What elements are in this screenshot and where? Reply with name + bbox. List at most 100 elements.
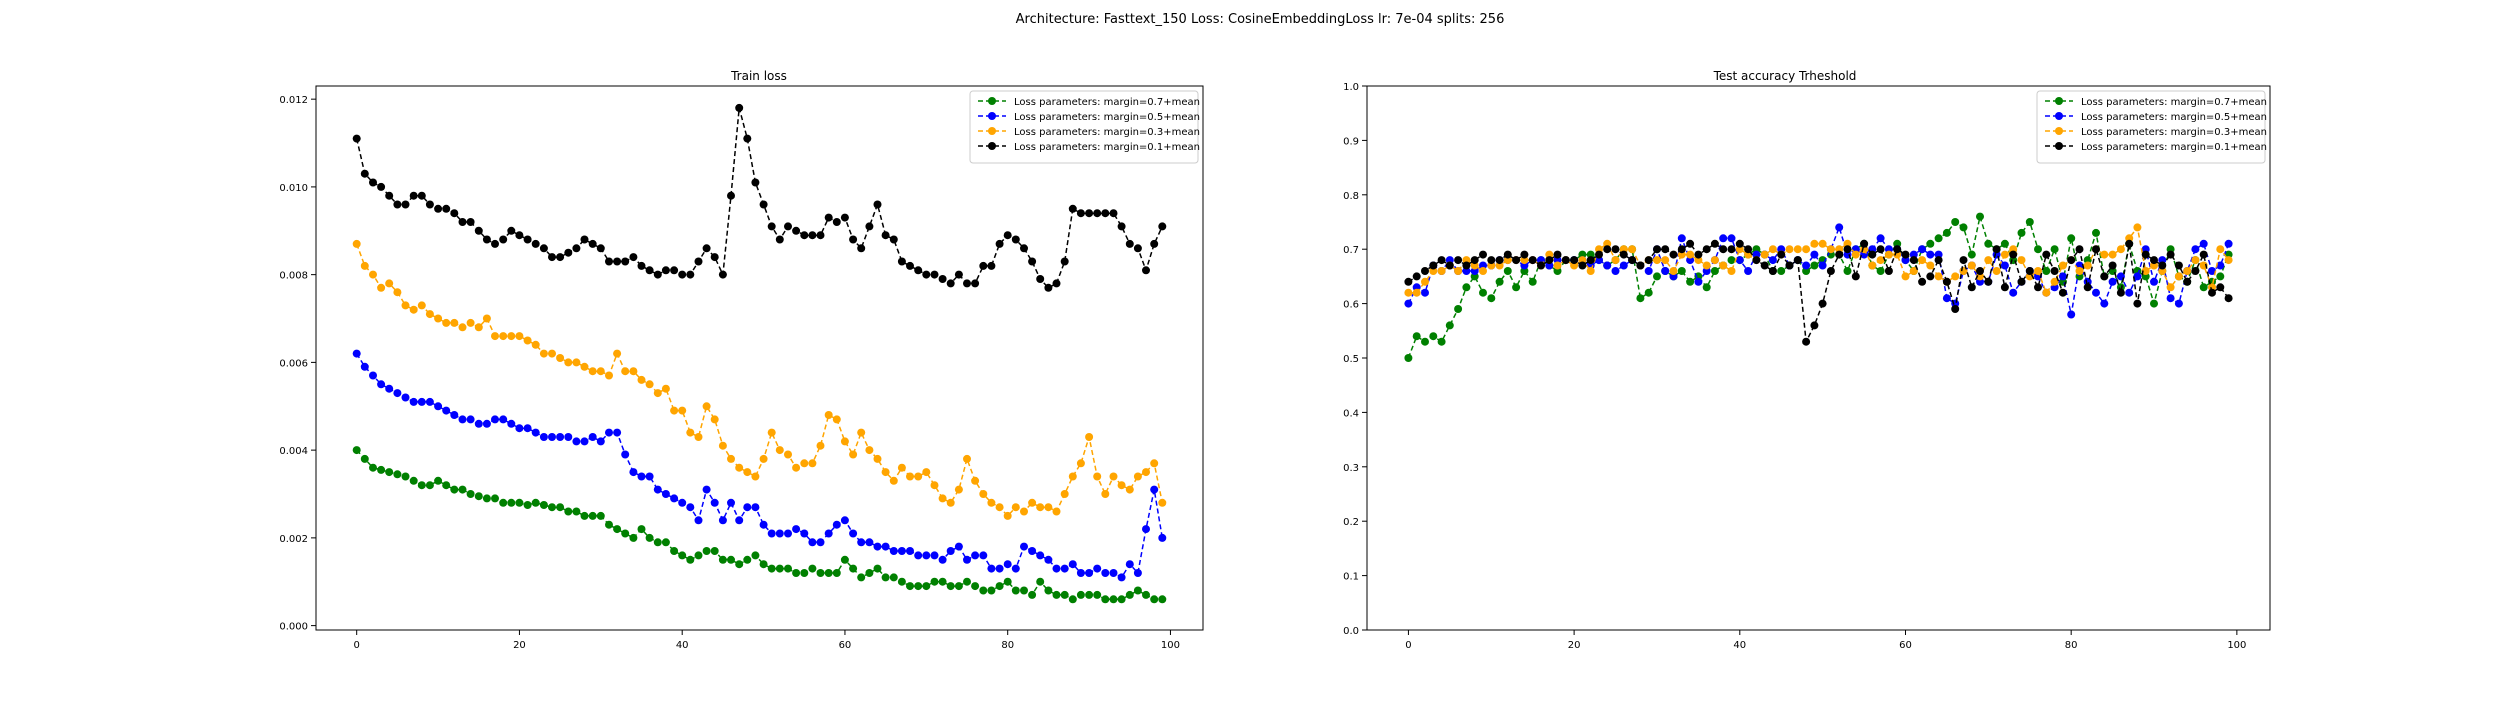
data-point [865,538,874,547]
data-point [1068,595,1077,604]
data-point [759,520,768,529]
data-point [1142,525,1150,534]
data-point [1028,257,1037,266]
y-tick-label: 0.002 [279,534,308,545]
data-point [1068,204,1077,213]
data-point [751,178,760,187]
data-point [466,318,475,327]
data-point [596,437,605,446]
data-point [1003,560,1012,569]
data-point [564,507,573,516]
data-point [832,218,841,226]
data-point [572,507,581,516]
data-point [1085,569,1094,577]
data-point [889,573,898,582]
data-point [360,454,369,463]
data-point [995,239,1004,248]
data-point [1133,244,1142,253]
data-point [718,516,727,525]
data-point [613,525,622,534]
data-point [800,459,809,468]
x-tick-label: 80 [1001,640,1014,651]
data-point [482,419,491,428]
data-point [1093,472,1102,481]
data-point [1036,503,1045,512]
data-point [1109,472,1118,481]
data-point [1085,590,1094,599]
chart-title: Train loss [730,69,787,83]
data-point [824,569,833,577]
data-point [442,406,451,415]
data-point [702,485,711,494]
data-point [1044,555,1053,564]
data-point [686,503,695,512]
data-point [1125,239,1134,248]
data-point [889,476,898,485]
data-point [987,498,996,507]
data-point [922,468,931,477]
data-point [1076,569,1085,577]
data-point [751,551,760,560]
y-tick-label: 0.006 [279,358,308,369]
legend: Loss parameters: margin=0.7+mean Loss par… [969,90,1200,164]
data-point [482,314,491,323]
y-tick-label: 0.004 [279,446,308,457]
data-point [499,235,508,244]
data-point [1150,239,1159,248]
data-point [751,472,760,481]
y-tick-label: 0.000 [279,622,308,633]
data-point [499,415,508,424]
data-point [523,336,532,345]
data-point [987,261,996,270]
data-point [759,200,768,209]
data-point [434,476,443,485]
data-point [605,371,613,380]
data-point [954,582,963,591]
data-point [458,323,467,332]
data-point [1068,560,1077,569]
data-point [531,498,540,507]
data-point [1076,459,1085,468]
data-point [385,191,394,200]
data-point [922,582,931,591]
data-point [824,529,833,538]
data-point [629,253,638,262]
data-point [629,533,638,542]
data-point [425,397,434,406]
data-point [824,411,833,419]
data-point [995,503,1004,512]
data-point [1036,577,1045,586]
data-point [474,226,483,235]
data-point [840,213,849,222]
data-point [979,551,988,560]
data-point [735,103,744,112]
data-point [694,257,703,266]
legend-box [969,90,1199,164]
data-point [466,490,475,498]
data-point [539,349,548,358]
data-point [767,564,776,573]
data-point [832,520,841,529]
data-point [645,380,654,389]
data-point [1101,490,1110,498]
data-point [897,577,906,586]
data-point [767,529,776,538]
data-point [377,465,386,474]
data-point [1060,564,1069,573]
data-point [385,279,394,288]
data-point [556,433,565,441]
x-tick-label: 40 [676,640,689,651]
data-point [832,415,841,424]
data-point [670,406,679,415]
data-point [507,226,516,235]
data-point [873,200,882,209]
data-point [987,564,996,573]
data-point [808,231,817,240]
data-point [1158,222,1167,231]
data-point [808,459,817,468]
data-point [369,178,377,187]
data-point [865,222,874,231]
data-point [857,244,866,253]
data-point [556,503,565,512]
